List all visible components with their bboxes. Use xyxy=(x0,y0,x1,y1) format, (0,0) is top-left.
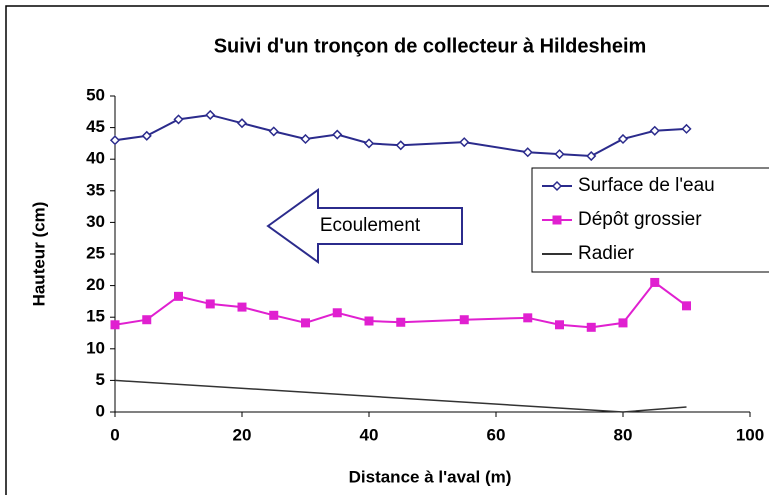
y-axis-label: Hauteur (cm) xyxy=(29,202,48,307)
marker xyxy=(173,114,184,125)
marker xyxy=(650,277,660,287)
marker xyxy=(110,320,120,330)
y-tick-label: 50 xyxy=(86,85,105,104)
marker xyxy=(300,133,311,145)
series-line xyxy=(114,379,687,413)
legend-label: Dépôt grossier xyxy=(578,209,702,230)
marker xyxy=(395,140,406,151)
y-tick-label: 25 xyxy=(86,243,105,262)
flow-arrow xyxy=(266,188,463,264)
y-tick-label: 30 xyxy=(86,212,105,231)
marker xyxy=(682,301,691,311)
x-axis-label: Distance à l'aval (m) xyxy=(349,467,512,486)
marker xyxy=(396,317,406,327)
legend: Surface de l'eau Dépôt grossier Radier xyxy=(531,167,769,273)
marker xyxy=(522,147,533,158)
marker xyxy=(363,138,375,149)
y-tick-label: 35 xyxy=(86,180,105,199)
marker xyxy=(523,313,533,323)
marker xyxy=(586,322,596,332)
marker xyxy=(649,125,660,136)
annotation: Ecoulement xyxy=(320,215,421,236)
y-tick-label: 40 xyxy=(86,149,105,168)
marker xyxy=(552,215,562,225)
marker xyxy=(364,316,374,326)
x-tick-label: 0 xyxy=(110,425,119,444)
x-tick-label: 40 xyxy=(360,425,379,444)
marker xyxy=(555,320,564,330)
y-tick-label: 20 xyxy=(86,275,105,294)
marker xyxy=(237,302,247,312)
marker xyxy=(332,129,343,140)
marker xyxy=(301,318,310,328)
y-tick-label: 5 xyxy=(96,370,105,389)
y-tick-label: 15 xyxy=(86,307,105,326)
x-tick-label: 100 xyxy=(736,425,764,444)
marker xyxy=(332,308,342,318)
y-tick-label: 10 xyxy=(86,338,105,357)
marker xyxy=(205,109,216,121)
marker xyxy=(551,180,563,192)
marker xyxy=(174,291,183,301)
marker xyxy=(554,149,565,160)
marker xyxy=(268,126,279,137)
marker xyxy=(617,133,629,145)
marker xyxy=(269,310,279,320)
marker xyxy=(142,315,152,325)
chart-title: Suivi d'un tronçon de collecteur à Hilde… xyxy=(214,35,647,57)
legend-label: Surface de l'eau xyxy=(578,175,715,196)
marker xyxy=(109,135,121,146)
y-tick-label: 0 xyxy=(96,401,105,420)
marker xyxy=(681,123,692,134)
x-tick-label: 20 xyxy=(233,425,252,444)
y-tick-label: 45 xyxy=(86,117,105,136)
marker xyxy=(141,130,152,141)
marker xyxy=(459,137,470,148)
legend-label: Radier xyxy=(578,243,635,264)
marker xyxy=(459,315,469,325)
marker xyxy=(205,299,215,309)
marker xyxy=(586,150,597,162)
x-tick-label: 60 xyxy=(487,425,506,444)
marker xyxy=(236,118,248,129)
marker xyxy=(618,318,628,328)
x-tick-label: 80 xyxy=(614,425,633,444)
